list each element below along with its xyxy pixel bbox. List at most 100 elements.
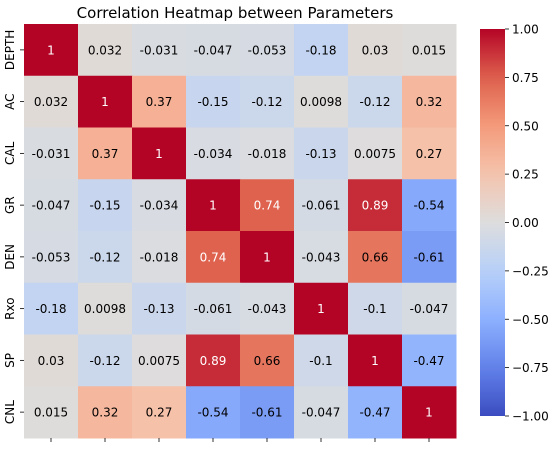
heatmap-cell-DEPTH-Rxo	[294, 24, 349, 77]
cell-value-label: -0.61	[251, 406, 282, 420]
colorbar-tick-label: −0.75	[512, 361, 549, 375]
cell-value-label: -0.13	[143, 302, 174, 316]
heatmap-cell-Rxo-CNL	[402, 282, 457, 335]
cell-value-label: 1	[425, 406, 433, 420]
cell-value-label: -0.061	[194, 302, 233, 316]
cell-value-label: 0.015	[34, 406, 68, 420]
heatmap-cell-CAL-CNL	[402, 127, 457, 180]
colorbar-tick-label: −0.25	[512, 264, 549, 278]
cell-value-label: -0.61	[413, 250, 444, 264]
cell-value-label: 0.27	[416, 147, 443, 161]
cell-value-label: 1	[263, 250, 271, 264]
heatmap-cell-Rxo-DEPTH	[24, 282, 79, 335]
heatmap-cell-AC-CAL	[132, 75, 187, 128]
cell-value-label: -0.12	[359, 95, 390, 109]
heatmap-cell-SP-DEN	[240, 334, 295, 387]
cell-value-label: -0.54	[413, 199, 444, 213]
cell-value-label: -0.47	[413, 354, 444, 368]
heatmap-cell-GR-SP	[348, 179, 403, 232]
heatmap-cell-SP-DEPTH	[24, 334, 79, 387]
cell-value-label: 0.37	[92, 147, 119, 161]
cell-value-label: 0.32	[92, 406, 119, 420]
cell-value-label: 0.32	[416, 95, 443, 109]
row-tick-label: CNL	[3, 400, 17, 424]
heatmap-cell-CNL-AC	[78, 386, 133, 439]
row-tick-label: SP	[3, 353, 17, 368]
heatmap-cell-CAL-DEPTH	[24, 127, 79, 180]
row-tick-label: DEN	[3, 244, 17, 270]
cell-value-label: 0.74	[254, 199, 281, 213]
cell-value-label: -0.061	[302, 199, 341, 213]
heatmap-cell-AC-SP	[348, 75, 403, 128]
colorbar-tick-label: 0.00	[512, 216, 539, 230]
colorbar-tick-label: −1.00	[512, 410, 549, 424]
heatmap-cell-AC-Rxo	[294, 75, 349, 128]
heatmap-cell-DEPTH-GR	[186, 24, 241, 77]
cell-value-label: -0.47	[359, 406, 390, 420]
heatmap-cell-DEPTH-CAL	[132, 24, 187, 77]
cell-value-label: 0.03	[38, 354, 65, 368]
row-tick-labels: DEPTH AC CAL GR DEN Rxo SP CNL	[3, 30, 24, 424]
heatmap-cell-Rxo-GR	[186, 282, 241, 335]
heatmap-cell-DEPTH-SP	[348, 24, 403, 77]
cell-value-label: 0.03	[362, 43, 389, 57]
heatmap-cell-GR-DEN	[240, 179, 295, 232]
heatmap-cell-Rxo-CAL	[132, 282, 187, 335]
colorbar-gradient	[480, 29, 505, 416]
cell-value-label: 0.66	[254, 354, 281, 368]
heatmap-cell-DEPTH-DEPTH	[24, 24, 79, 77]
heatmap-cell-GR-AC	[78, 179, 133, 232]
colorbar: 1.00 0.75 0.50 0.25 0.00 −0.25 −0.50 −0.75 −1.00	[480, 23, 549, 424]
cell-value-label: -0.18	[305, 43, 336, 57]
cell-value-label: -0.18	[35, 302, 66, 316]
heatmap-cell-DEN-SP	[348, 231, 403, 284]
heatmap-cell-labels: 1 0.032 -0.031 -0.047 -0.053 -0.18 0.03 0.015 0.…	[32, 43, 449, 419]
heatmap-cell-CAL-SP	[348, 127, 403, 180]
cell-value-label: 0.89	[200, 354, 227, 368]
cell-value-label: 0.89	[362, 199, 389, 213]
heatmap-cell-CNL-CAL	[132, 386, 187, 439]
cell-value-label: -0.053	[248, 43, 287, 57]
row-tick-label: AC	[3, 93, 17, 109]
cell-value-label: -0.13	[305, 147, 336, 161]
row-tick-label: Rxo	[3, 297, 17, 319]
heatmap-cell-SP-Rxo	[294, 334, 349, 387]
cell-value-label: -0.034	[140, 199, 179, 213]
heatmap-cell-DEN-CAL	[132, 231, 187, 284]
cell-value-label: 1	[47, 43, 55, 57]
cell-value-label: 0.0075	[138, 354, 180, 368]
heatmap-cell-CNL-GR	[186, 386, 241, 439]
cell-value-label: 0.0098	[300, 95, 342, 109]
heatmap-cell-AC-CNL	[402, 75, 457, 128]
heatmap-cell-DEPTH-CNL	[402, 24, 457, 77]
heatmap-cell-Rxo-SP	[348, 282, 403, 335]
heatmap-cell-CNL-DEPTH	[24, 386, 79, 439]
heatmap-cell-DEN-AC	[78, 231, 133, 284]
cell-value-label: 0.032	[88, 43, 122, 57]
cell-value-label: 1	[371, 354, 379, 368]
heatmap-cell-SP-GR	[186, 334, 241, 387]
cell-value-label: 0.015	[412, 43, 446, 57]
heatmap-cell-AC-AC	[78, 75, 133, 128]
heatmap-cell-Rxo-Rxo	[294, 282, 349, 335]
cell-value-label: -0.031	[140, 43, 179, 57]
cell-value-label: -0.1	[363, 302, 386, 316]
colorbar-tick-label: −0.50	[512, 313, 549, 327]
row-tick-label: GR	[3, 196, 17, 214]
cell-value-label: -0.047	[410, 302, 449, 316]
cell-value-label: -0.54	[197, 406, 228, 420]
colorbar-tick-label: 0.50	[512, 119, 539, 133]
heatmap-cell-CAL-CAL	[132, 127, 187, 180]
cell-value-label: 1	[101, 95, 109, 109]
cell-value-label: 1	[317, 302, 325, 316]
heatmap-cell-GR-GR	[186, 179, 241, 232]
colorbar-tick-label: 1.00	[512, 23, 539, 37]
heatmap-cell-DEN-Rxo	[294, 231, 349, 284]
cell-value-label: -0.12	[89, 250, 120, 264]
cell-value-label: 0.27	[146, 406, 173, 420]
heatmap-cell-CAL-GR	[186, 127, 241, 180]
heatmap-cell-GR-DEPTH	[24, 179, 79, 232]
